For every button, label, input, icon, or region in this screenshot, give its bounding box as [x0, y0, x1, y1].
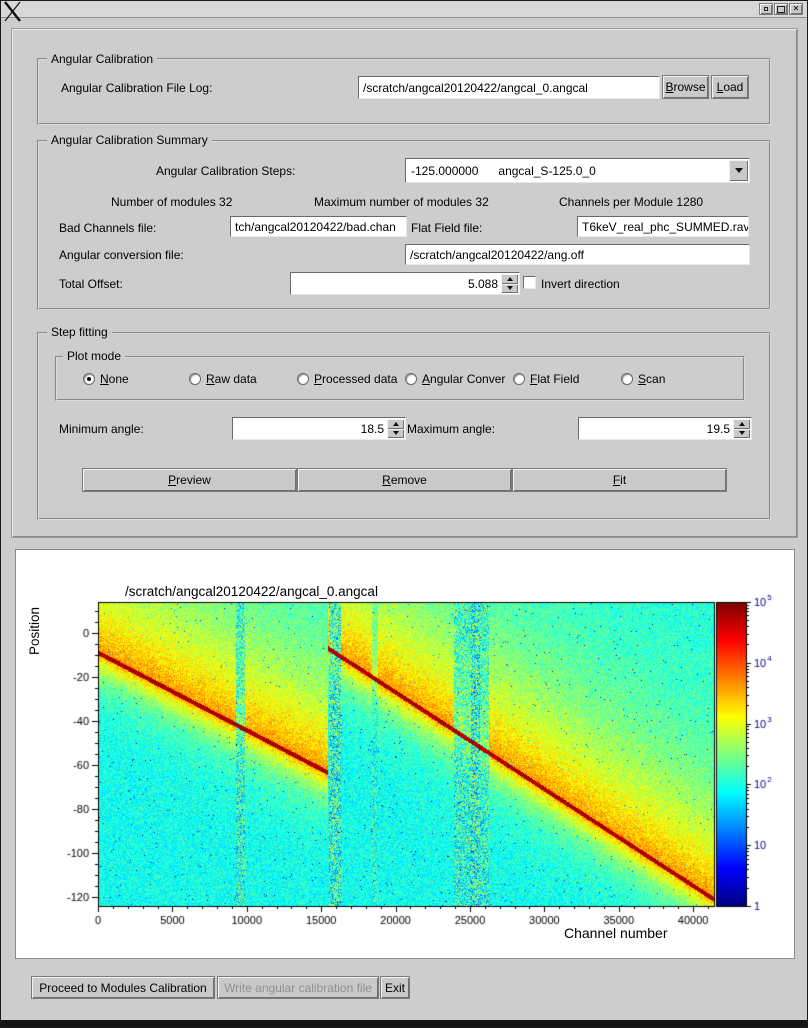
radio-processed-data-label: Processed data	[314, 372, 398, 386]
write-button-label: Write angular calibration file	[224, 980, 372, 995]
max-angle-value: 19.5	[706, 421, 730, 436]
calibration-steps-select[interactable]: -125.000000 angcal_S-125.0_0	[405, 158, 750, 183]
spin-down-button[interactable]	[501, 283, 518, 293]
total-offset-value: 5.088	[467, 276, 498, 291]
radio-icon	[297, 373, 309, 385]
flat-field-value: T6keV_real_phc_SUMMED.rav	[582, 219, 749, 234]
chevron-down-icon	[734, 168, 743, 173]
fit-button[interactable]: Fit	[512, 468, 727, 492]
arrow-up-icon	[506, 276, 513, 281]
bad-channels-value: tch/angcal20120422/bad.chan	[235, 219, 396, 234]
plot-title: /scratch/angcal20120422/angcal_0.angcal	[125, 584, 378, 599]
radio-scan-label: Scan	[638, 372, 666, 386]
flat-field-input[interactable]: T6keV_real_phc_SUMMED.rav	[577, 216, 749, 237]
browse-button[interactable]: Browse	[662, 75, 709, 99]
arrow-up-icon	[738, 421, 745, 426]
radio-icon	[405, 373, 417, 385]
file-log-input[interactable]: /scratch/angcal20120422/angcal_0.angcal	[358, 76, 660, 99]
remove-button-label: Remove	[382, 473, 427, 487]
total-offset-spinbox[interactable]: 5.088	[290, 272, 520, 295]
preview-button[interactable]: Preview	[82, 468, 297, 492]
angular-calibration-group-title: Angular Calibration	[47, 52, 158, 66]
max-angle-spinbox[interactable]: 19.5	[578, 417, 752, 440]
arrow-up-icon	[392, 421, 399, 426]
radio-raw-data-label: Raw data	[206, 372, 257, 386]
radio-icon	[189, 373, 201, 385]
ang-conversion-input[interactable]: /scratch/angcal20120422/ang.off	[405, 244, 750, 265]
spin-up-button[interactable]	[501, 274, 518, 284]
load-button[interactable]: Load	[711, 75, 749, 99]
min-angle-label: Minimum angle:	[59, 422, 144, 436]
bad-channels-input[interactable]: tch/angcal20120422/bad.chan	[230, 216, 407, 237]
radio-angular-conversion-label: Angular Conver	[422, 372, 506, 386]
maximize-icon	[777, 5, 785, 13]
remove-button[interactable]: Remove	[297, 468, 512, 492]
calibration-heatmap-canvas	[16, 550, 794, 958]
x-axis-label: Channel number	[564, 925, 668, 941]
channels-per-module-text: Channels per Module 1280	[559, 195, 704, 209]
radio-icon	[83, 373, 95, 385]
close-button[interactable]: ✕	[789, 3, 803, 15]
radio-flat-field-label: Flat Field	[530, 372, 580, 386]
step-fitting-group	[37, 332, 771, 520]
close-icon: ✕	[792, 4, 800, 13]
step-fitting-group-title: Step fitting	[47, 325, 112, 339]
browse-button-label: Browse	[665, 80, 706, 94]
radio-none-label: None	[100, 372, 129, 386]
invert-direction-checkbox[interactable]	[523, 276, 536, 289]
spin-up-button[interactable]	[733, 419, 750, 429]
steps-label: Angular Calibration Steps:	[156, 164, 296, 178]
exit-button[interactable]: Exit	[380, 976, 410, 999]
summary-group	[37, 140, 771, 310]
proceed-button-label: Proceed to Modules Calibration	[39, 980, 207, 995]
min-angle-value: 18.5	[360, 421, 384, 436]
invert-direction-label: Invert direction	[541, 277, 620, 291]
maximize-button[interactable]	[774, 3, 788, 15]
arrow-down-icon	[506, 286, 513, 291]
ang-conversion-label: Angular conversion file:	[59, 248, 184, 262]
preview-button-label: Preview	[168, 473, 211, 487]
exit-button-label: Exit	[384, 980, 405, 995]
radio-icon	[513, 373, 525, 385]
spin-down-button[interactable]	[387, 428, 404, 438]
max-modules-text: Maximum number of modules 32	[314, 195, 489, 209]
plot-mode-group	[55, 356, 745, 401]
calibration-steps-value: -125.000000 angcal_S-125.0_0	[411, 163, 596, 178]
load-button-label: Load	[716, 80, 744, 94]
iconify-button[interactable]	[759, 3, 773, 15]
plot-mode-group-title: Plot mode	[63, 349, 126, 363]
titlebar[interactable]	[1, 1, 807, 18]
ang-conversion-value: /scratch/angcal20120422/ang.off	[410, 247, 584, 262]
iconify-icon	[764, 7, 768, 11]
min-angle-spinbox[interactable]: 18.5	[232, 417, 406, 440]
flat-field-label: Flat Field file:	[411, 221, 483, 235]
angular-calibration-group	[37, 58, 771, 125]
write-angular-calibration-button[interactable]: Write angular calibration file	[217, 976, 379, 999]
total-offset-label: Total Offset:	[59, 277, 123, 291]
window-frame-bottom	[1, 1020, 807, 1027]
spin-up-button[interactable]	[387, 419, 404, 429]
proceed-to-modules-calibration-button[interactable]: Proceed to Modules Calibration	[31, 976, 215, 999]
arrow-down-icon	[392, 431, 399, 436]
bad-channels-label: Bad Channels file:	[59, 221, 157, 235]
radio-icon	[621, 373, 633, 385]
fit-button-label: Fit	[612, 473, 627, 487]
y-axis-label: Position	[27, 606, 42, 656]
x11-app-icon	[4, 1, 21, 22]
max-angle-label: Maximum angle:	[407, 422, 496, 436]
file-log-label: Angular Calibration File Log:	[61, 81, 213, 95]
combo-dropdown-button[interactable]	[729, 160, 748, 181]
file-log-value: /scratch/angcal20120422/angcal_0.angcal	[363, 80, 588, 95]
arrow-down-icon	[738, 431, 745, 436]
summary-group-title: Angular Calibration Summary	[47, 133, 212, 147]
num-modules-text: Number of modules 32	[111, 195, 233, 209]
spin-down-button[interactable]	[733, 428, 750, 438]
